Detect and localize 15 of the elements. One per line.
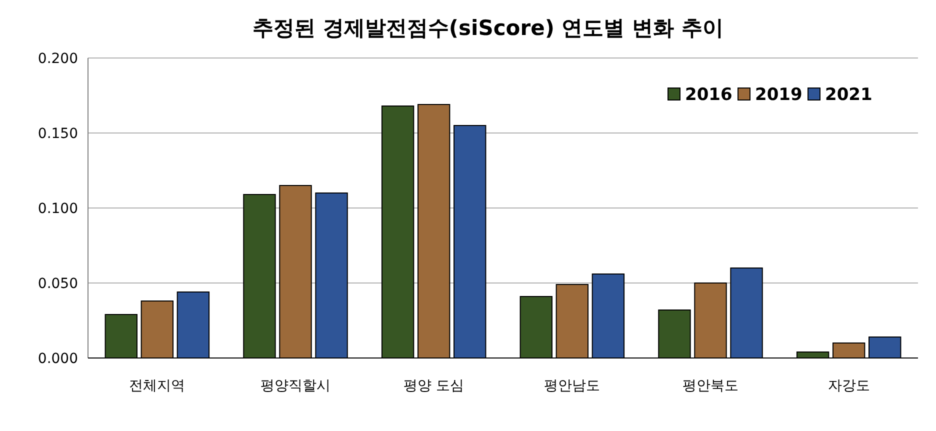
y-tick-label: 0.150: [38, 126, 78, 142]
legend-label: 2021: [825, 85, 872, 105]
legend-label: 2019: [755, 85, 802, 105]
y-tick-label: 0.050: [38, 276, 78, 292]
x-tick-label: 평양 도심: [404, 378, 464, 394]
y-tick-label: 0.200: [38, 50, 78, 67]
x-tick-label: 평안남도: [544, 378, 600, 394]
x-tick-label: 평안북도: [682, 378, 738, 394]
y-tick-label: 0.100: [38, 200, 78, 217]
chart-title: 추정된 경제발전점수(siScore) 연도별 변화 추이: [252, 16, 724, 40]
legend-label: 2016: [685, 85, 732, 105]
x-tick-label: 전체지역: [129, 378, 186, 394]
x-tick-label: 평양직할시: [260, 378, 330, 394]
y-tick-label: 0.000: [38, 350, 78, 367]
x-tick-label: 자강도: [828, 378, 870, 394]
